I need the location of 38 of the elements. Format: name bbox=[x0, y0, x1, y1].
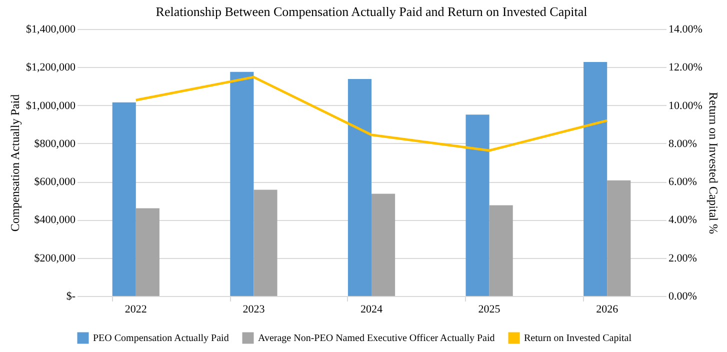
y-tick-label: $- bbox=[66, 290, 76, 302]
legend-label: Return on Invested Capital bbox=[524, 333, 632, 344]
y2-tick-label: 14.00% bbox=[668, 24, 702, 36]
y-tick-label: $400,000 bbox=[34, 214, 76, 226]
line-series bbox=[134, 76, 608, 152]
y2-tick-label: 8.00% bbox=[668, 138, 697, 150]
legend-label: PEO Compensation Actually Paid bbox=[93, 333, 229, 344]
y-axis-title: Compensation Actually Paid bbox=[8, 94, 22, 232]
y2-tick-label: 12.00% bbox=[668, 62, 702, 74]
y2-tick-label: 6.00% bbox=[668, 176, 697, 188]
bar bbox=[136, 208, 160, 296]
y-tick-label: $600,000 bbox=[34, 176, 76, 188]
x-tick-label: 2025 bbox=[478, 304, 501, 316]
bar bbox=[584, 62, 608, 296]
y2-tick-label: 2.00% bbox=[668, 252, 697, 264]
y2-tick-label: 10.00% bbox=[668, 100, 702, 112]
y2-axis-title: Return on Invested Capital % bbox=[706, 92, 720, 234]
chart-title: Relationship Between Compensation Actually Paid and Return on Invested Capital bbox=[156, 4, 588, 19]
x-tick-label: 2026 bbox=[596, 304, 619, 316]
y2-tick-label: 0.00% bbox=[668, 290, 697, 302]
bar bbox=[607, 180, 631, 296]
bar bbox=[466, 114, 490, 296]
bar bbox=[489, 205, 513, 296]
y-tick-label: $1,400,000 bbox=[26, 24, 76, 36]
x-tick-label: 2024 bbox=[360, 304, 383, 316]
legend-label: Average Non-PEO Named Executive Officer Actually Paid bbox=[258, 333, 495, 344]
y-tick-label: $1,200,000 bbox=[26, 62, 76, 74]
bar bbox=[112, 102, 136, 296]
y-tick-label: $1,000,000 bbox=[26, 100, 76, 112]
bar bbox=[372, 194, 396, 296]
bar bbox=[230, 72, 254, 296]
x-tick-label: 2022 bbox=[124, 304, 147, 316]
y-tick-label: $800,000 bbox=[34, 138, 76, 150]
y-tick-label: $200,000 bbox=[34, 252, 76, 264]
x-tick-label: 2023 bbox=[242, 304, 266, 316]
bar bbox=[254, 190, 278, 296]
y2-tick-label: 4.00% bbox=[668, 214, 697, 226]
bar bbox=[348, 78, 372, 296]
